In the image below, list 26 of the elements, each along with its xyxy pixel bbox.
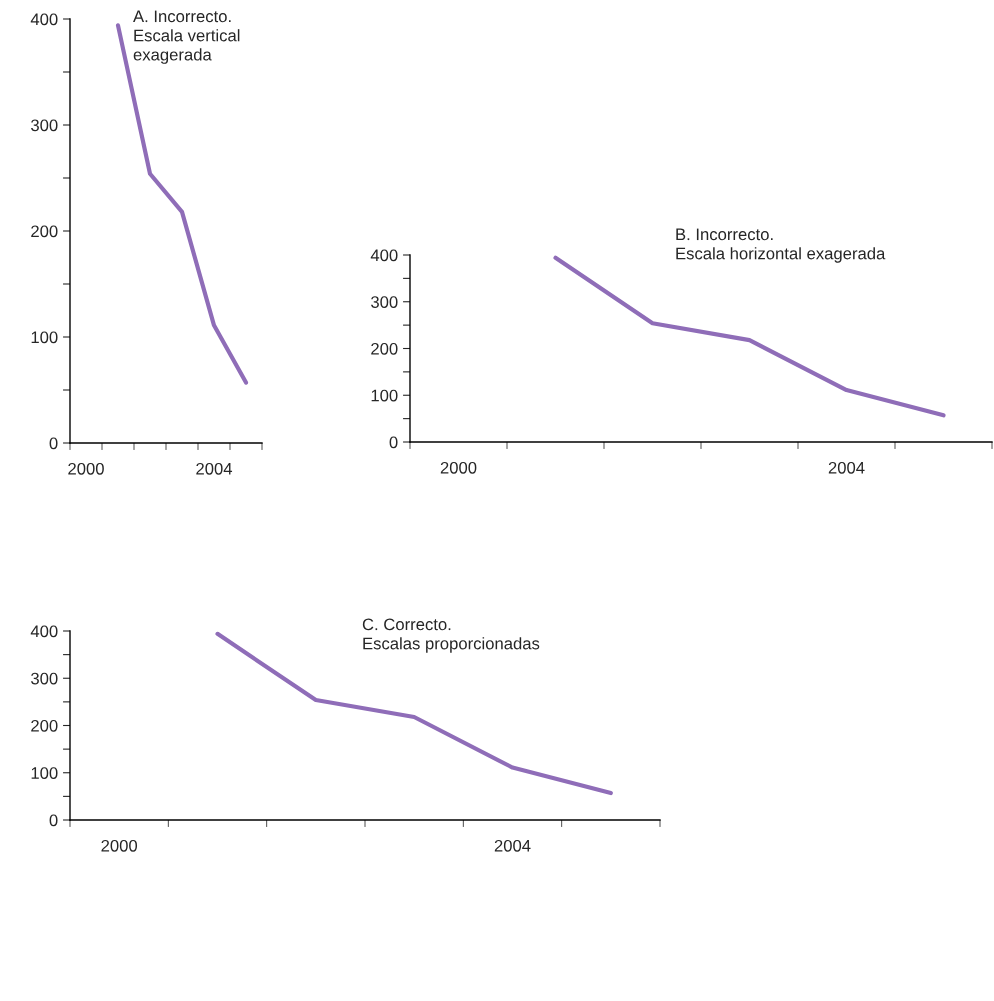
chart-title: C. Correcto. Escalas proporcionadas (362, 618, 540, 653)
y-tick-label: 200 (31, 719, 58, 732)
x-tick-label: 2004 (494, 839, 531, 852)
line-series (115, 23, 249, 385)
x-tick-label: 2000 (68, 462, 104, 475)
y-tick-label: 0 (389, 436, 398, 449)
y-tick-label: 200 (31, 225, 58, 238)
y-tick-label: 400 (370, 249, 398, 262)
x-tick-label: 2004 (828, 461, 865, 474)
y-tick-label: 100 (31, 331, 58, 344)
y-tick-label: 300 (371, 296, 398, 308)
x-tick-label: 2004 (196, 462, 233, 475)
text: A. Incorrecto. Escala vertical exagerada (133, 10, 240, 64)
y-tick-label: 400 (30, 13, 58, 26)
y-tick-label: 300 (31, 672, 58, 685)
y-tick-label: 100 (371, 389, 398, 402)
y-tick-label: 0 (49, 814, 58, 827)
y-tick-label: 100 (31, 767, 58, 779)
y-tick-label: 400 (30, 625, 58, 638)
y-tick-label: 0 (49, 437, 58, 450)
y-tick-label: 300 (31, 119, 58, 132)
line-series (215, 631, 613, 796)
chart-title: B. Incorrecto. Escala horizontal exagerada (676, 228, 886, 263)
x-tick-label: 2000 (440, 461, 477, 474)
x-tick-label: 2000 (101, 839, 138, 852)
y-tick-label: 200 (371, 342, 398, 355)
